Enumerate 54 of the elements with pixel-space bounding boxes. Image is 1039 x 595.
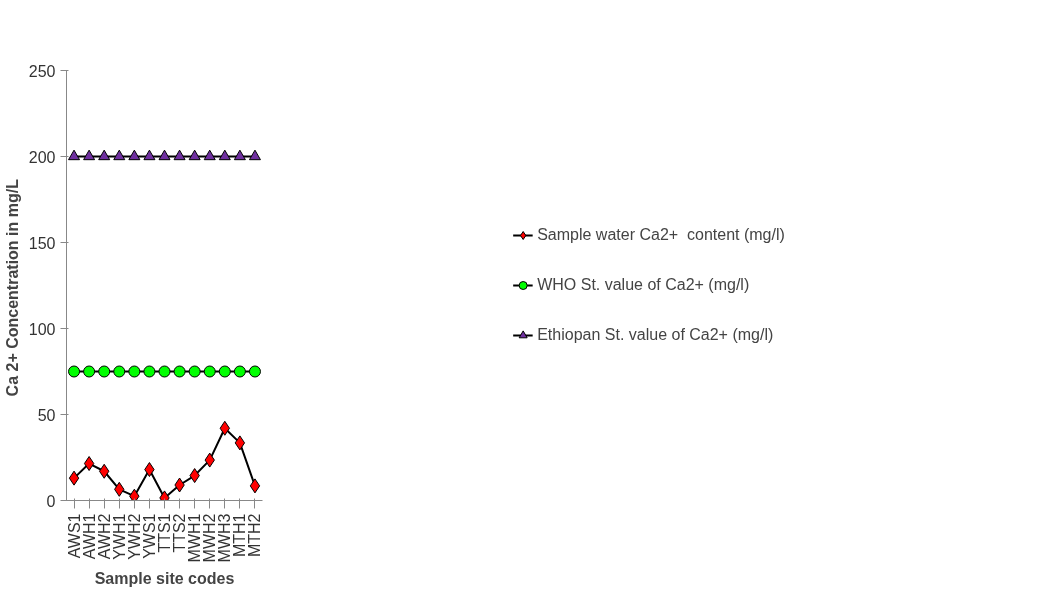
point — [68, 365, 81, 378]
point — [158, 149, 171, 161]
x-tick-label: MWH1 — [186, 513, 204, 563]
point — [218, 149, 231, 161]
point — [143, 149, 156, 161]
point — [188, 365, 201, 378]
point — [218, 365, 231, 378]
x-tick-label: AWH2 — [95, 513, 113, 560]
point — [248, 149, 261, 161]
x-tick-label: YWH2 — [125, 513, 143, 560]
point — [233, 149, 246, 161]
point — [173, 365, 186, 378]
y-tick-label: 100 — [28, 320, 56, 338]
point — [233, 365, 246, 378]
point — [173, 149, 186, 161]
y-tick-label: 0 — [46, 492, 56, 510]
x-axis-title: Sample site codes — [94, 570, 235, 588]
y-tick-label: 200 — [28, 148, 56, 166]
legend-label: WHO St. value of Ca2+ (mg/l) — [537, 276, 750, 294]
point — [128, 149, 141, 161]
point — [113, 365, 126, 378]
point — [113, 149, 126, 161]
x-tick-label: TTS1 — [156, 513, 173, 553]
point — [143, 365, 156, 378]
x-tick-label: AWS1 — [65, 513, 83, 559]
point — [128, 365, 141, 378]
point — [249, 478, 261, 494]
y-tick-label: 150 — [28, 234, 56, 252]
x-tick-label: MTH2 — [246, 513, 264, 558]
x-tick-label: TTS2 — [171, 513, 189, 553]
point — [68, 149, 81, 161]
y-tick-label: 250 — [28, 62, 56, 80]
point — [98, 365, 111, 378]
point — [234, 435, 246, 451]
point — [248, 365, 261, 378]
legend-label: Ethiopan St. value of Ca2+ (mg/l) — [537, 326, 774, 344]
point — [188, 149, 201, 161]
point — [203, 365, 216, 378]
y-axis-title: Ca 2+ Concentration in mg/L — [3, 178, 21, 397]
x-tick-label: MWH2 — [201, 513, 219, 563]
x-tick-label: AWH1 — [80, 513, 98, 560]
point — [68, 470, 80, 486]
point — [83, 456, 95, 472]
x-tick-label: YWS1 — [140, 513, 158, 559]
point — [158, 365, 171, 378]
x-tick-label: MTH1 — [231, 513, 249, 558]
point — [203, 149, 216, 161]
point — [98, 149, 111, 161]
y-tick-label: 50 — [37, 406, 56, 424]
point — [83, 149, 96, 161]
legend-label: Sample water Ca2+ content (mg/l) — [537, 226, 785, 244]
point — [83, 365, 96, 378]
x-tick-label: MWH3 — [216, 513, 234, 563]
x-tick-label: YWH1 — [110, 513, 128, 560]
